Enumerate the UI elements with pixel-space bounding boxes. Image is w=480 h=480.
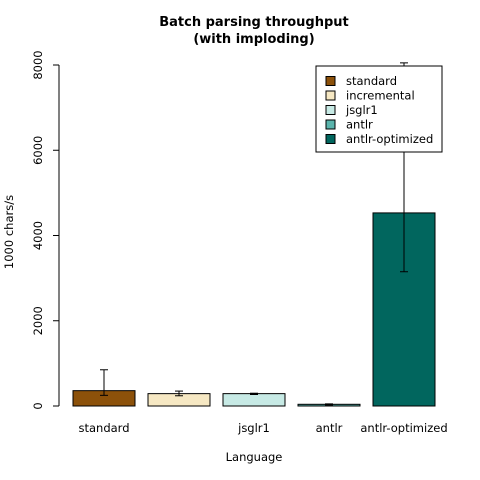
legend-swatch-antlr-optimized: [325, 134, 336, 144]
x-axis-labels: standard jsglr1 antlr antlr-optimized: [78, 421, 447, 435]
bars-group: [72, 212, 436, 407]
x-tick-label-antlr-optimized: antlr-optimized: [360, 421, 447, 435]
y-tick-label-8000: 8000: [31, 50, 45, 79]
chart-title-line-2: (with imploding): [193, 32, 314, 47]
legend-swatch-incremental: [325, 90, 336, 101]
x-axis-title: Language: [226, 450, 283, 464]
legend-label-incremental: incremental: [346, 89, 415, 103]
y-axis: 0 2000 4000 6000 8000: [31, 50, 60, 410]
legend-swatch-jsglr1: [325, 105, 336, 115]
x-tick-label-standard: standard: [78, 421, 129, 435]
y-tick-label-4000: 4000: [31, 221, 45, 250]
error-bar-incremental: [175, 390, 183, 397]
legend-label-antlr-optimized: antlr-optimized: [346, 132, 433, 146]
legend-label-antlr: antlr: [346, 118, 373, 132]
y-axis-title: 1000 chars/s: [2, 195, 16, 269]
bar-jsglr1: [222, 393, 286, 407]
legend-label-jsglr1: jsglr1: [345, 103, 378, 117]
x-tick-label-antlr: antlr: [316, 421, 343, 435]
error-bar-standard: [100, 369, 108, 396]
legend: standardincrementaljsglr1antlrantlr-opti…: [315, 65, 443, 153]
legend-swatch-antlr: [325, 119, 336, 130]
y-tick-label-0: 0: [31, 402, 45, 409]
x-tick-label-jsglr1: jsglr1: [237, 421, 270, 435]
chart-title-line-1: Batch parsing throughput: [159, 15, 349, 30]
error-bar-jsglr1: [250, 392, 258, 395]
legend-box: [315, 65, 443, 153]
y-tick-label-6000: 6000: [31, 136, 45, 165]
legend-label-standard: standard: [346, 74, 397, 88]
legend-swatch-standard: [325, 76, 336, 86]
y-tick-label-2000: 2000: [31, 306, 45, 335]
error-bar-antlr: [325, 403, 333, 406]
